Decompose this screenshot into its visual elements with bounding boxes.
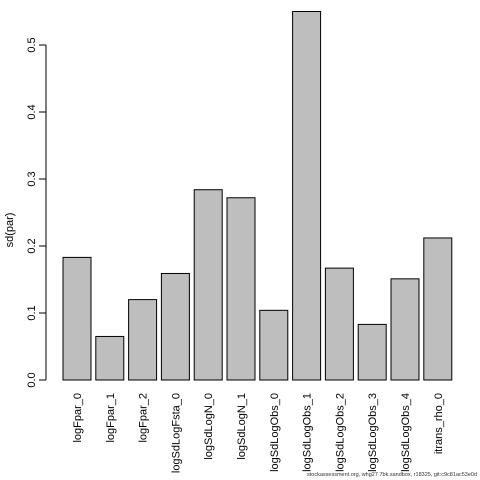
bar-logSdLogN_1: [226, 197, 256, 381]
y-axis-title: sd(par): [4, 213, 16, 248]
y-tick-label: 0.0: [26, 372, 38, 387]
x-axis-labels: logFpar_0 logFpar_1 logFpar_2 logSdLogFsta_…: [72, 393, 445, 473]
bar-logSdLogObs_2: [324, 267, 354, 381]
bar-itrans_rho_0: [423, 237, 453, 381]
bar-logSdLogObs_4: [390, 278, 420, 381]
x-category-label: logFpar_0: [72, 393, 84, 443]
bar-logSdLogObs_3: [357, 323, 387, 381]
bar-logFpar_2: [128, 299, 158, 381]
x-category-label: logSdLogObs_4: [400, 393, 412, 472]
bar-logSdLogN_0: [193, 189, 223, 381]
bar-logSdLogObs_0: [259, 309, 289, 381]
footer-text: stockassessment.org, whg27 7bk.sandbox, …: [307, 472, 477, 478]
x-category-label: logSdLogObs_1: [302, 393, 314, 472]
x-category-label: logFpar_2: [138, 393, 150, 443]
y-tick-label: 0.4: [26, 104, 38, 119]
bar-logFpar_0: [62, 256, 92, 381]
x-category-label: logSdLogFsta_0: [170, 393, 182, 473]
y-tick-label: 0.3: [26, 171, 38, 186]
bar-logSdLogObs_1: [292, 11, 322, 381]
x-category-label: logSdLogN_1: [236, 393, 248, 460]
bar-logFpar_1: [95, 335, 125, 381]
x-category-label: logFpar_1: [105, 393, 117, 443]
y-tick-label: 0.5: [26, 37, 38, 52]
x-category-label: logSdLogObs_3: [367, 393, 379, 472]
x-category-label: logSdLogObs_0: [269, 393, 281, 472]
x-category-label: itrans_rho_0: [433, 393, 445, 454]
bar-logSdLogFsta_0: [160, 272, 190, 381]
x-category-label: logSdLogN_0: [203, 393, 215, 460]
x-category-label: logSdLogObs_2: [334, 393, 346, 472]
y-tick-label: 0.2: [26, 238, 38, 253]
y-axis: 0.0 0.1 0.2 0.3 0.4 0.5: [26, 37, 47, 388]
y-tick-label: 0.1: [26, 305, 38, 320]
bars: [62, 11, 453, 381]
